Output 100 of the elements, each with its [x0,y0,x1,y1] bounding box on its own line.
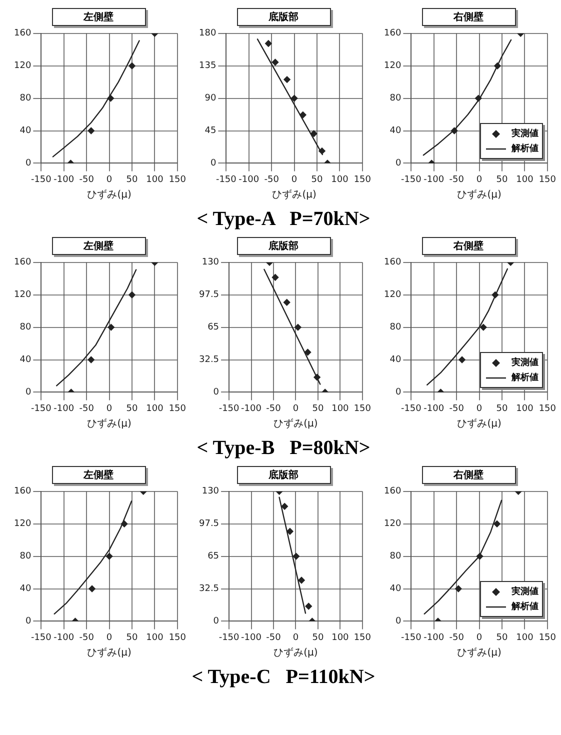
x-tick-label: 100 [516,174,534,185]
point [108,324,115,331]
x-tick-label: -100 [54,404,74,414]
y-tick-label: 65 [208,552,220,562]
text: < Type-A P=70kN> [196,208,372,231]
point [450,127,458,134]
y-tick-label: 80 [20,322,32,333]
point [474,94,482,102]
y-tick-label: 120 [384,519,402,530]
point [313,374,321,381]
x-tick-label: 50 [126,174,138,185]
x-tick-label: 100 [332,404,350,414]
x-tick-label: 150 [538,632,556,643]
point [107,94,114,102]
x-tick-label: 150 [168,404,186,414]
text: < Type-C P=110kN> [190,666,376,689]
chart-title: 左側壁 [52,466,146,484]
y-tick-label: 0 [25,616,32,627]
legend-label: 解析値 [511,600,538,614]
x-axis-title: ひずみ(μ) [274,646,318,659]
y-tick-label: 135 [198,61,216,72]
x-tick-label: 50 [312,632,324,643]
x-tick-label: -100 [424,404,444,414]
y-tick-label: 97.5 [198,290,220,300]
x-tick-label: 100 [332,632,350,643]
point [128,62,136,70]
point [294,324,302,331]
x-tick-label: 50 [312,404,324,414]
x-tick-label: 0 [106,174,112,185]
y-tick-label: 65 [208,322,220,333]
legend-label: 実測値 [511,356,538,370]
y-tick-label: 120 [14,519,32,530]
y-tick-label: 32.5 [198,355,220,366]
y-tick-label: 80 [20,94,32,104]
x-tick-label: 0 [476,174,482,185]
x-tick-label: 100 [146,174,164,185]
chart-title: 底版部 [236,237,330,255]
y-tick-label: 160 [14,258,32,268]
x-tick-label: -50 [79,174,94,185]
y-tick-label: 40 [20,584,32,594]
y-tick-label: 0 [395,616,402,627]
y-tick-label: 80 [390,94,402,104]
x-tick-label: 100 [146,632,164,643]
point [492,291,499,298]
y-tick-label: 45 [204,126,216,136]
chart-title: 右側壁 [422,8,516,26]
chart-title: 左側壁 [52,237,146,255]
y-tick-label: 0 [210,158,216,169]
x-tick-label: 50 [311,174,323,185]
y-tick-label: 40 [390,584,402,594]
y-tick-label: 160 [384,486,402,497]
x-tick-label: -150 [400,174,422,185]
x-tick-label: 50 [496,632,508,643]
x-tick-label: 150 [168,174,186,185]
point [493,520,501,528]
y-tick-label: 160 [14,28,32,39]
y-tick-label: 130 [202,258,220,268]
x-tick-label: -50 [449,174,464,185]
point [88,585,96,592]
point [106,552,113,560]
y-tick-label: 40 [390,126,402,136]
x-tick-label: -100 [424,174,444,185]
y-tick-label: 40 [390,355,402,366]
x-tick-label: 100 [331,174,349,185]
x-tick-label: -50 [449,632,464,643]
x-axis-title: ひずみ(μ) [457,646,502,659]
x-axis-title: ひずみ(μ) [87,646,132,659]
point [128,291,136,298]
point [318,147,326,155]
chart-title: 左側壁 [52,8,146,26]
x-tick-label: -100 [238,174,260,185]
y-tick-label: 80 [390,322,402,333]
x-tick-label: -50 [449,404,464,414]
x-axis-title: ひずみ(μ) [87,418,132,430]
y-tick-label: 160 [384,258,402,268]
point [476,552,484,560]
x-tick-label: -150 [30,404,52,414]
x-tick-label: 100 [516,404,534,414]
point [454,585,462,592]
legend-label: 実測値 [511,127,538,140]
x-axis-title: ひずみ(μ) [272,188,316,201]
point [120,520,128,528]
x-tick-label: 0 [292,404,299,414]
y-tick-label: 40 [20,355,32,366]
y-tick-label: 0 [25,388,32,398]
y-tick-label: 0 [213,616,220,627]
x-tick-label: 0 [292,632,299,643]
x-tick-label: 0 [106,404,112,414]
x-tick-label: 150 [538,174,556,185]
x-axis-title: ひずみ(μ) [274,418,318,430]
y-tick-label: 80 [20,552,32,562]
y-tick-label: 160 [14,486,32,497]
x-tick-label: 150 [354,404,372,414]
x-tick-label: -50 [264,174,280,185]
x-tick-label: -50 [266,632,282,643]
x-tick-label: 0 [476,404,482,414]
y-tick-label: 40 [20,126,32,136]
x-tick-label: -100 [241,404,262,414]
x-tick-label: 0 [291,174,298,185]
x-tick-label: -50 [79,404,94,414]
